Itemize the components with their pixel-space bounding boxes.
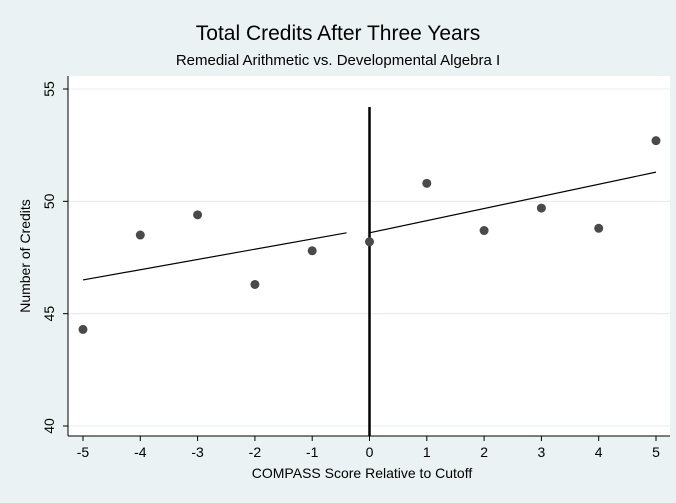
y-tick-label: 55 xyxy=(41,81,57,97)
x-tick-label: -1 xyxy=(306,444,319,460)
data-point xyxy=(307,246,317,256)
x-tick-label: -5 xyxy=(77,444,90,460)
data-point xyxy=(78,324,88,334)
x-tick-labels: -5 -4 -3 -2 -1 0 1 2 3 4 5 xyxy=(77,444,660,460)
data-point xyxy=(651,136,661,146)
x-tick-label: -3 xyxy=(191,444,204,460)
x-tick-label: 4 xyxy=(595,444,603,460)
x-tick-label: -2 xyxy=(249,444,262,460)
fit-lines xyxy=(82,171,657,281)
x-tick-label: 3 xyxy=(538,444,546,460)
y-tick-label: 40 xyxy=(41,418,57,434)
data-point xyxy=(365,237,374,247)
data-point xyxy=(536,203,546,213)
data-point xyxy=(422,178,432,188)
data-points xyxy=(78,136,661,334)
chart-title: Total Credits After Three Years xyxy=(195,22,481,45)
x-tick-label: 5 xyxy=(652,444,660,460)
x-axis-label: COMPASS Score Relative to Cutoff xyxy=(252,465,473,481)
x-tick-label: -4 xyxy=(134,444,147,460)
y-tick-label: 45 xyxy=(41,306,57,322)
x-tick-label: 2 xyxy=(480,444,488,460)
data-point xyxy=(193,210,203,220)
y-axis-label: Number of Credits xyxy=(17,199,33,313)
y-tick-label: 50 xyxy=(41,193,57,209)
data-point xyxy=(479,226,489,236)
y-tick-labels: 40 45 50 55 xyxy=(41,81,57,434)
data-point xyxy=(594,223,604,233)
data-point xyxy=(250,279,260,289)
chart-subtitle: Remedial Arithmetic vs. Developmental Al… xyxy=(175,52,501,69)
x-tick-label: 0 xyxy=(366,444,374,460)
data-point xyxy=(135,230,145,240)
fit-line xyxy=(82,232,347,281)
fit-line xyxy=(369,171,657,234)
x-tick-label: 1 xyxy=(423,444,431,460)
